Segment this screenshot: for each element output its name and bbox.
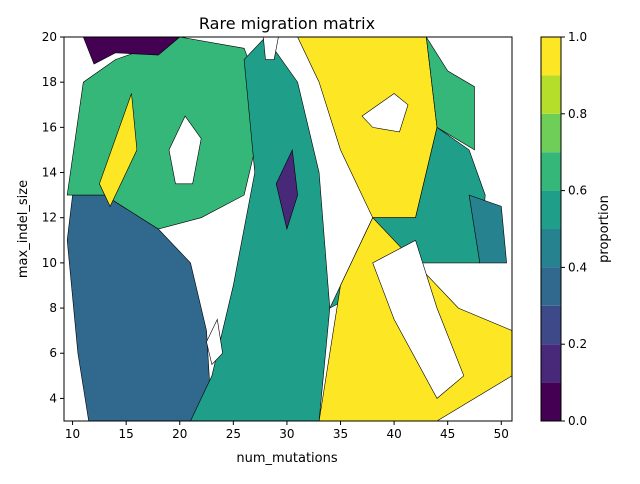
- x-tick-label: 35: [333, 427, 348, 441]
- y-tick-label: 6: [49, 346, 57, 360]
- colorbar-segment: [541, 113, 561, 153]
- colorbar-frame: [540, 36, 562, 422]
- missing-region-nan-left-low: [206, 318, 223, 366]
- plot-area: [64, 37, 512, 421]
- colorbar-segment: [541, 190, 561, 229]
- y-axis-label: max_indel_size: [16, 180, 31, 278]
- plot-frame: [63, 36, 513, 422]
- x-tick-label: 50: [494, 427, 509, 441]
- y-tick-label: 14: [42, 166, 57, 180]
- y-tick-label: 20: [42, 30, 57, 44]
- colorbar-tick-label: 1.0: [568, 30, 587, 44]
- colorbar-segment: [541, 267, 561, 306]
- colorbar-tick-label: 0.4: [568, 260, 587, 274]
- colorbar-tick-label: 0.8: [568, 107, 587, 121]
- missing-region-nan-center-top: [262, 37, 279, 60]
- x-tick-label: 10: [65, 427, 80, 441]
- x-tick-label: 45: [440, 427, 455, 441]
- y-tick-label: 8: [49, 301, 57, 315]
- contour-region-left-yellow-streak: [99, 93, 138, 208]
- x-tick-label: 40: [386, 427, 401, 441]
- x-axis-ticks: 10 15 20 25 30 35 40 45 50: [65, 421, 509, 441]
- contour-region-center-dark-spots: [275, 148, 298, 231]
- x-tick-label: 15: [119, 427, 134, 441]
- x-tick-label: 20: [172, 427, 187, 441]
- colorbar-segment: [541, 75, 561, 114]
- colorbar-label: proportion: [597, 195, 612, 263]
- colorbar-segment: [541, 229, 561, 268]
- contour-region-upper-left-dark: [82, 37, 181, 65]
- contour-region-upper-right-teal: [426, 37, 475, 151]
- chart-title: Rare migration matrix: [199, 14, 375, 33]
- colorbar-tick-label: 0.0: [568, 414, 587, 428]
- y-tick-label: 16: [42, 120, 57, 134]
- y-tick-label: 18: [42, 75, 57, 89]
- x-axis-label: num_mutations: [236, 451, 338, 466]
- colorbar-tick-label: 0.6: [568, 184, 587, 198]
- colorbar-ticks: 0.0 0.2 0.4 0.6 0.8 1.0: [561, 30, 587, 428]
- contour-region-center-mix: [190, 37, 331, 421]
- missing-region-nan-right-top: [361, 93, 409, 133]
- colorbar-tick-label: 0.2: [568, 337, 587, 351]
- colorbar-segment: [541, 152, 561, 191]
- y-tick-label: 4: [49, 391, 57, 405]
- colorbar-segment: [541, 37, 561, 76]
- y-axis-ticks: 4 6 8 10 12 14 16 18 20: [42, 30, 64, 405]
- y-tick-label: 12: [42, 211, 57, 225]
- y-tick-label: 10: [42, 256, 57, 270]
- colorbar: [541, 37, 561, 421]
- colorbar-segment: [541, 382, 561, 421]
- colorbar-segment: [541, 305, 561, 345]
- colorbar-segment: [541, 344, 561, 383]
- missing-region-nan-left-lobe: [168, 115, 202, 185]
- contour-region-right-edge-blue: [468, 194, 507, 264]
- x-tick-label: 30: [279, 427, 294, 441]
- x-tick-label: 25: [226, 427, 241, 441]
- missing-region-nan-right-lower: [372, 239, 465, 399]
